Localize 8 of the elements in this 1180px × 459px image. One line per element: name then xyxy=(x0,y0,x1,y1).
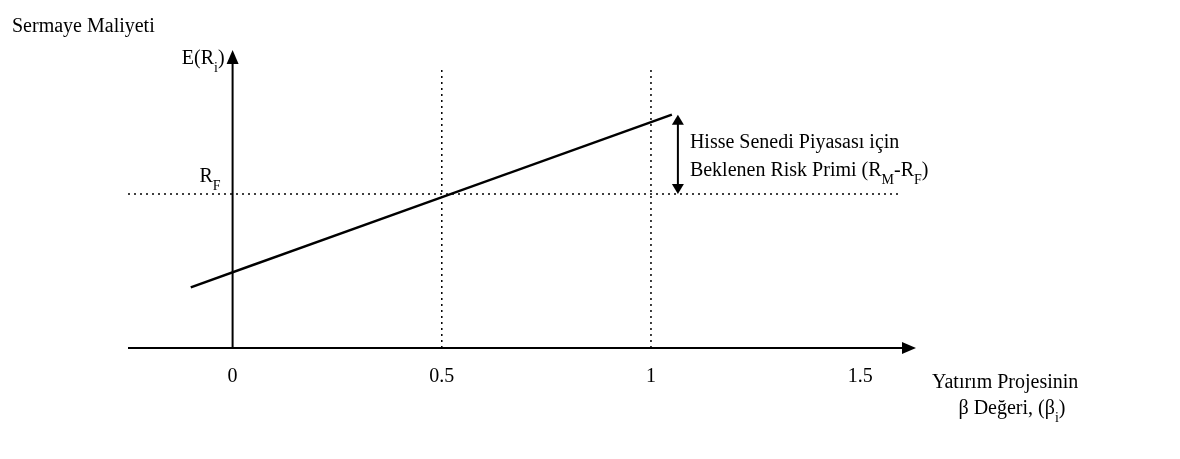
text: Sermaye Maliyeti E(R$_{i}$) xyxy=(12,14,225,75)
annotation: Hisse Senedi Piyasası için Beklenen Risk Primi (R$_{M}$-R$_{F}$) xyxy=(689,130,929,187)
x-tick-label: 1 xyxy=(645,364,656,387)
ref-line-label: R$_{F}$ xyxy=(199,164,221,193)
x-axis-title: Yatırım Projesinin β Değeri, (β$_{i}$) xyxy=(932,370,1079,425)
x-tick-label: 1.5 xyxy=(847,364,873,387)
x-tick-label: 0.5 xyxy=(429,364,455,387)
x-tick-label: 0 xyxy=(227,364,238,387)
